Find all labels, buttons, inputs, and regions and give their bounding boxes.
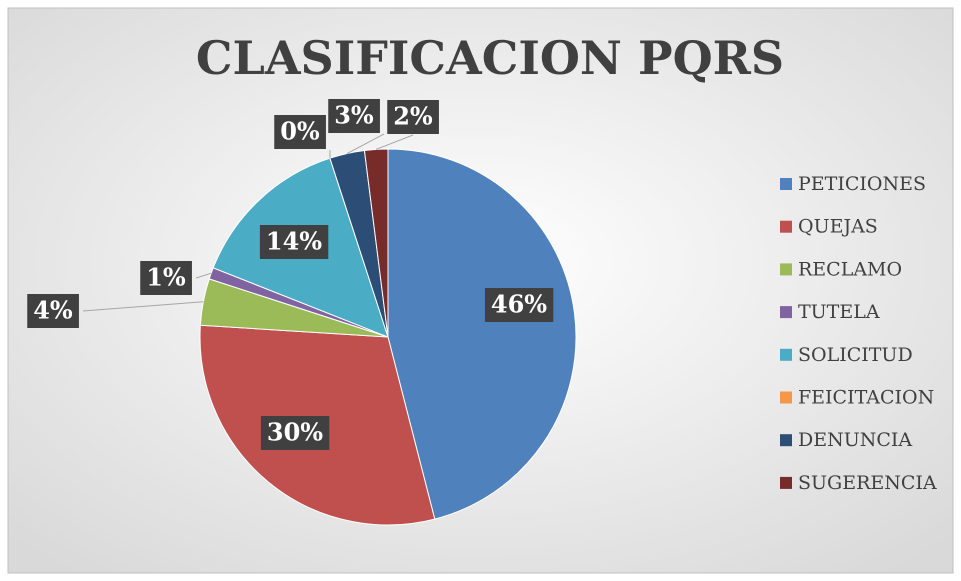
chart-title: CLASIFICACION PQRS <box>196 31 784 85</box>
data-label: 0% <box>280 117 320 146</box>
legend-swatch <box>780 391 792 404</box>
legend-label: DENUNCIA <box>798 429 912 451</box>
legend-swatch <box>780 306 792 319</box>
legend-swatch <box>780 178 792 190</box>
legend-label: TUTELA <box>798 301 880 323</box>
leader-line <box>346 133 385 154</box>
legend-swatch <box>780 476 792 489</box>
legend-label: SUGERENCIA <box>798 472 937 494</box>
leader-line <box>195 272 212 279</box>
data-label: 3% <box>334 101 374 130</box>
legend-swatch <box>780 263 792 276</box>
pie-slice <box>363 148 389 338</box>
data-label-box <box>27 294 79 328</box>
data-label-box <box>328 99 380 133</box>
data-label-box <box>260 416 330 450</box>
leader-line <box>82 301 204 312</box>
data-label-box <box>140 261 192 295</box>
data-label: 30% <box>267 418 323 447</box>
legend-label: SOLICITUD <box>798 344 913 366</box>
data-label: 46% <box>491 290 547 319</box>
legend-label: QUEJAS <box>798 216 878 238</box>
legend-swatch <box>780 220 792 233</box>
data-label-box <box>274 115 326 149</box>
leader-line <box>376 134 414 150</box>
legend-swatch <box>780 434 792 447</box>
pie-slice <box>387 148 577 520</box>
data-label: 4% <box>33 296 73 325</box>
data-label-box <box>484 288 554 322</box>
legend-label: FEICITACION <box>798 387 934 409</box>
data-label: 2% <box>393 102 433 131</box>
legend-label: PETICIONES <box>798 173 926 195</box>
data-label: 1% <box>146 263 186 292</box>
data-label: 14% <box>266 227 322 256</box>
data-label-box <box>387 100 439 134</box>
data-label-box <box>259 225 329 259</box>
legend-swatch <box>780 348 792 361</box>
legend-label: RECLAMO <box>798 258 902 280</box>
